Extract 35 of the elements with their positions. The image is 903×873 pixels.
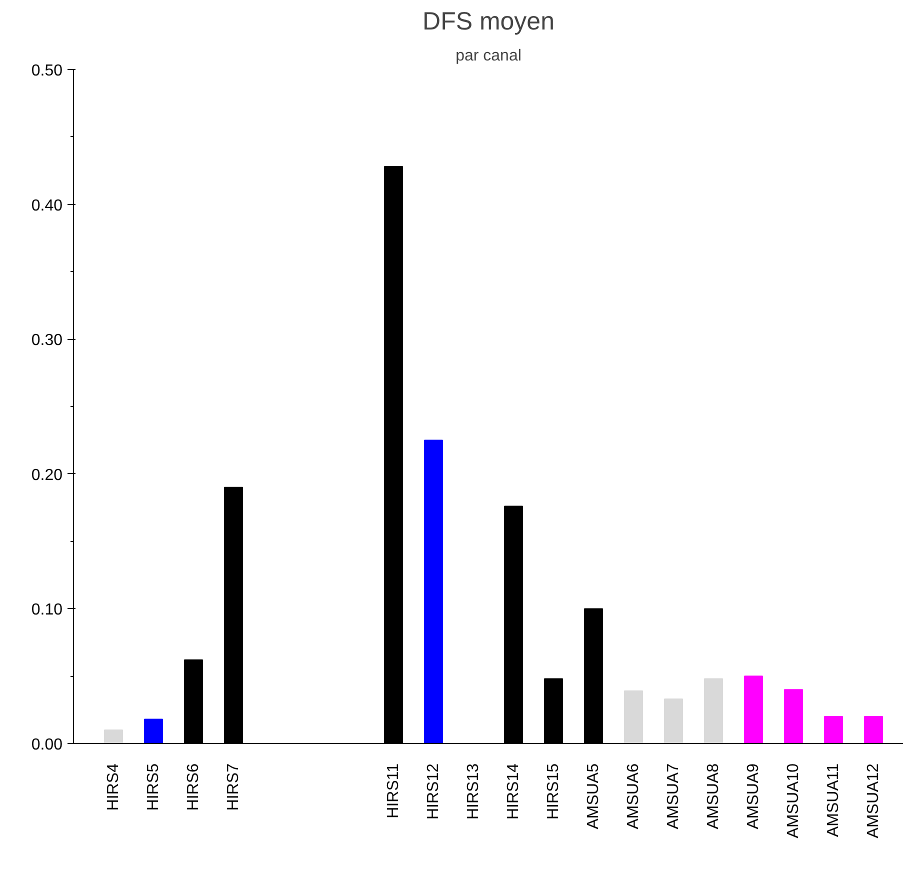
bar: [704, 678, 723, 744]
bar: [864, 716, 883, 744]
x-tick-label: HIRS11: [385, 763, 402, 818]
y-tick-label: 0.50: [31, 62, 63, 80]
bar: [624, 690, 643, 744]
x-tick-label: AMSUA11: [825, 763, 842, 838]
x-tick-label: HIRS14: [505, 763, 522, 820]
bar: [144, 718, 163, 744]
y-tick-label: 0.30: [31, 332, 63, 350]
x-tick-label: AMSUA6: [625, 763, 642, 830]
x-tick-label: AMSUA10: [785, 763, 802, 838]
chart-subtitle: par canal: [456, 48, 522, 64]
x-tick-label: HIRS15: [545, 763, 562, 820]
x-tick-label: AMSUA12: [865, 763, 882, 838]
x-tick-label: AMSUA8: [705, 763, 722, 830]
x-tick-label: AMSUA7: [665, 763, 682, 830]
x-tick-label: HIRS13: [465, 763, 482, 820]
bar: [744, 676, 763, 744]
x-tick-label: HIRS4: [105, 763, 122, 811]
y-tick-label: 0.40: [31, 197, 63, 214]
x-tick-label: HIRS5: [145, 763, 162, 811]
bar: [824, 716, 843, 744]
chart-title: DFS moyen: [422, 8, 554, 36]
bar: [104, 730, 123, 744]
y-tick-label: 0.20: [31, 466, 63, 484]
x-tick-label: HIRS12: [425, 763, 442, 820]
x-tick-label: AMSUA9: [745, 763, 762, 830]
y-tick-label: 0.10: [31, 602, 63, 619]
x-tick-label: HIRS7: [225, 763, 242, 811]
bar: [784, 689, 803, 744]
bar: [664, 698, 683, 744]
bar: [424, 440, 443, 744]
x-tick-label: AMSUA5: [585, 763, 602, 830]
y-tick-label: 0.00: [31, 736, 63, 754]
x-tick-label: HIRS6: [185, 763, 202, 811]
